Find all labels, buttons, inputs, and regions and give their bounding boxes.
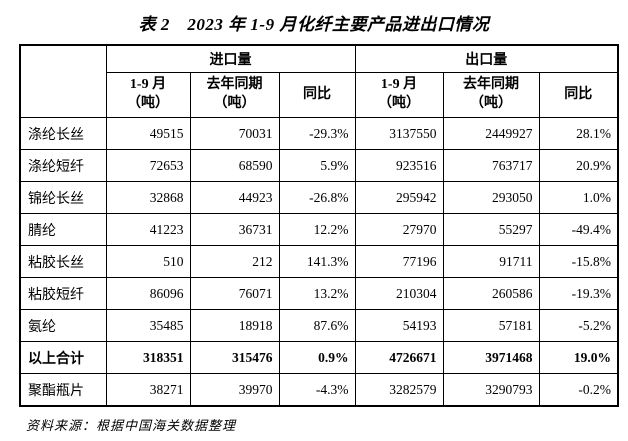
header-import-yoy: 同比: [278, 72, 356, 118]
product-name-cell: 粘胶短纤: [19, 277, 107, 310]
product-name-cell: 以上合计: [19, 341, 107, 374]
import-yoy-cell: 87.6%: [278, 309, 356, 342]
table-row: 涤纶短纤 72653 68590 5.9% 923516 763717 20.9…: [19, 149, 619, 182]
header-group-row: 进口量 出口量: [19, 44, 619, 118]
export-prev-cell: 57181: [442, 309, 540, 342]
import-yoy-cell: -4.3%: [278, 373, 356, 407]
header-sub-row: 1-9 月 （吨） 去年同期 （吨） 同比 1-9 月 （吨） 去年同期 （吨） 同比: [20, 72, 619, 118]
header-import-prev: 去年同期 （吨）: [189, 72, 280, 118]
header-import-quantity: 进口量: [105, 44, 356, 73]
import-yoy-cell: 141.3%: [278, 245, 356, 278]
import-yoy-cell: 12.2%: [278, 213, 356, 246]
import-current-cell: 35485: [105, 309, 191, 342]
import-prev-cell: 39970: [189, 373, 280, 407]
product-name-cell: 涤纶长丝: [19, 117, 107, 150]
export-yoy-cell: -15.8%: [538, 245, 619, 278]
import-current-cell: 32868: [105, 181, 191, 214]
export-yoy-cell: -0.2%: [538, 373, 619, 407]
export-current-cell: 3282579: [354, 373, 444, 407]
import-yoy-cell: 0.9%: [278, 341, 356, 374]
product-name-cell: 腈纶: [19, 213, 107, 246]
import-current-cell: 41223: [105, 213, 191, 246]
product-name-cell: 氨纶: [19, 309, 107, 342]
period-label: 1-9 月: [380, 77, 418, 93]
prev-unit: （吨）: [213, 96, 256, 111]
table-title: 表 2 2023 年 1-9 月化纤主要产品进出口情况: [138, 15, 490, 34]
import-yoy-cell: 13.2%: [278, 277, 356, 310]
import-current-cell: 49515: [105, 117, 191, 150]
import-current-cell: 86096: [105, 277, 191, 310]
export-yoy-cell: -5.2%: [538, 309, 619, 342]
import-prev-cell: 44923: [189, 181, 280, 214]
export-prev-cell: 3971468: [442, 341, 540, 374]
import-prev-cell: 68590: [189, 149, 280, 182]
import-yoy-cell: 5.9%: [278, 149, 356, 182]
period-label: 1-9 月: [129, 77, 167, 93]
table-row: 氨纶 35485 18918 87.6% 54193 57181 -5.2%: [19, 309, 619, 342]
prev-label: 去年同期: [206, 77, 263, 93]
import-yoy-cell: -26.8%: [278, 181, 356, 214]
export-current-cell: 923516: [354, 149, 444, 182]
export-yoy-cell: -19.3%: [538, 277, 619, 310]
export-yoy-cell: -49.4%: [538, 213, 619, 246]
import-yoy-cell: -29.3%: [278, 117, 356, 150]
export-prev-cell: 55297: [442, 213, 540, 246]
header-export-prev: 去年同期 （吨）: [442, 72, 540, 118]
product-name-cell: 涤纶短纤: [19, 149, 107, 182]
import-prev-cell: 18918: [189, 309, 280, 342]
export-current-cell: 54193: [354, 309, 444, 342]
export-current-cell: 27970: [354, 213, 444, 246]
import-current-cell: 38271: [105, 373, 191, 407]
period-unit: （吨）: [378, 96, 420, 111]
header-import-period: 1-9 月 （吨）: [105, 72, 191, 118]
import-current-cell: 318351: [105, 341, 191, 374]
table-row: 涤纶长丝 49515 70031 -29.3% 3137550 2449927 …: [19, 117, 619, 150]
export-prev-cell: 3290793: [442, 373, 540, 407]
export-prev-cell: 260586: [442, 277, 540, 310]
product-name-cell: 锦纶长丝: [19, 181, 107, 214]
table-row: 聚酯瓶片 38271 39970 -4.3% 3282579 3290793 -…: [19, 373, 619, 407]
table-row: 粘胶长丝 510 212 141.3% 77196 91711 -15.8%: [19, 245, 619, 278]
export-current-cell: 4726671: [354, 341, 444, 374]
export-current-cell: 295942: [354, 181, 444, 214]
export-prev-cell: 91711: [442, 245, 540, 278]
header-export-quantity: 出口量: [354, 44, 619, 73]
header-empty-cell: [19, 44, 107, 118]
header-export-yoy: 同比: [538, 72, 619, 118]
period-unit: （吨）: [127, 96, 169, 111]
export-current-cell: 3137550: [354, 117, 444, 150]
prev-unit: （吨）: [470, 96, 512, 111]
import-current-cell: 72653: [105, 149, 191, 182]
export-yoy-cell: 1.0%: [538, 181, 619, 214]
data-source-note: 资料来源：根据中国海关数据整理: [26, 418, 237, 433]
table-row: 锦纶长丝 32868 44923 -26.8% 295942 293050 1.…: [19, 181, 619, 214]
export-yoy-cell: 19.0%: [538, 341, 619, 374]
export-yoy-cell: 28.1%: [538, 117, 619, 150]
import-prev-cell: 76071: [189, 277, 280, 310]
import-prev-cell: 70031: [189, 117, 280, 150]
product-name-cell: 粘胶长丝: [19, 245, 107, 278]
import-export-table: 进口量 出口量 1-9 月 （吨） 去年同期 （吨） 同比 1-9 月 （吨） 去年同…: [19, 44, 619, 407]
import-prev-cell: 315476: [189, 341, 280, 374]
import-prev-cell: 36731: [189, 213, 280, 246]
export-current-cell: 77196: [354, 245, 444, 278]
export-current-cell: 210304: [354, 277, 444, 310]
export-prev-cell: 2449927: [442, 117, 540, 150]
import-prev-cell: 212: [189, 245, 280, 278]
export-prev-cell: 293050: [442, 181, 540, 214]
prev-label: 去年同期: [463, 77, 519, 93]
export-yoy-cell: 20.9%: [538, 149, 619, 182]
table-row: 腈纶 41223 36731 12.2% 27970 55297 -49.4%: [19, 213, 619, 246]
product-name-cell: 聚酯瓶片: [19, 373, 107, 407]
header-export-period: 1-9 月 （吨）: [354, 72, 444, 118]
table-row-total: 以上合计 318351 315476 0.9% 4726671 3971468 …: [19, 341, 619, 374]
export-prev-cell: 763717: [442, 149, 540, 182]
table-row: 粘胶短纤 86096 76071 13.2% 210304 260586 -19…: [19, 277, 619, 310]
import-current-cell: 510: [105, 245, 191, 278]
